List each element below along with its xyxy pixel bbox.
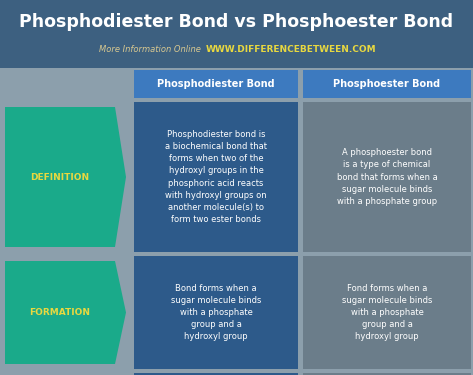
Text: FORMATION: FORMATION — [29, 308, 90, 317]
Bar — [303, 373, 471, 375]
Bar — [134, 70, 298, 98]
Bar — [134, 373, 298, 375]
Text: Phosphoester Bond: Phosphoester Bond — [333, 79, 440, 89]
Bar — [134, 256, 298, 369]
Text: Fond forms when a
sugar molecule binds
with a phosphate
group and a
hydroxyl gro: Fond forms when a sugar molecule binds w… — [342, 284, 432, 341]
Bar — [2, 373, 471, 375]
Text: Phosphodiester Bond vs Phosphoester Bond: Phosphodiester Bond vs Phosphoester Bond — [19, 13, 454, 31]
Bar — [303, 256, 471, 369]
Bar — [2, 256, 471, 369]
Text: WWW.DIFFERENCEBETWEEN.COM: WWW.DIFFERENCEBETWEEN.COM — [206, 45, 377, 54]
Text: Phosphodiester Bond: Phosphodiester Bond — [157, 79, 275, 89]
Bar — [134, 102, 298, 252]
Polygon shape — [5, 261, 126, 364]
Bar — [303, 70, 471, 98]
Bar — [2, 102, 471, 252]
Text: Phosphodiester bond is
a biochemical bond that
forms when two of the
hydroxyl gr: Phosphodiester bond is a biochemical bon… — [165, 130, 267, 224]
Text: A phosphoester bond
is a type of chemical
bond that forms when a
sugar molecule : A phosphoester bond is a type of chemica… — [337, 148, 438, 206]
Text: DEFINITION: DEFINITION — [30, 172, 89, 182]
Bar — [0, 0, 473, 68]
Bar — [303, 102, 471, 252]
Text: More Information Online: More Information Online — [99, 45, 207, 54]
Text: Bond forms when a
sugar molecule binds
with a phosphate
group and a
hydroxyl gro: Bond forms when a sugar molecule binds w… — [171, 284, 261, 341]
Polygon shape — [5, 107, 126, 247]
